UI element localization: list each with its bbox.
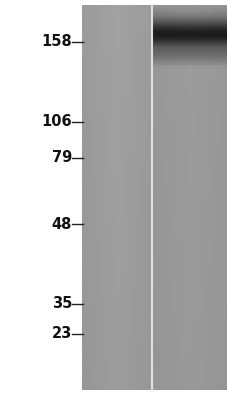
Text: 79: 79: [52, 150, 72, 166]
Text: 106: 106: [41, 114, 72, 130]
Text: 158: 158: [41, 34, 72, 50]
Text: 23: 23: [52, 326, 72, 342]
Text: 48: 48: [51, 216, 72, 232]
Text: 35: 35: [51, 296, 72, 312]
